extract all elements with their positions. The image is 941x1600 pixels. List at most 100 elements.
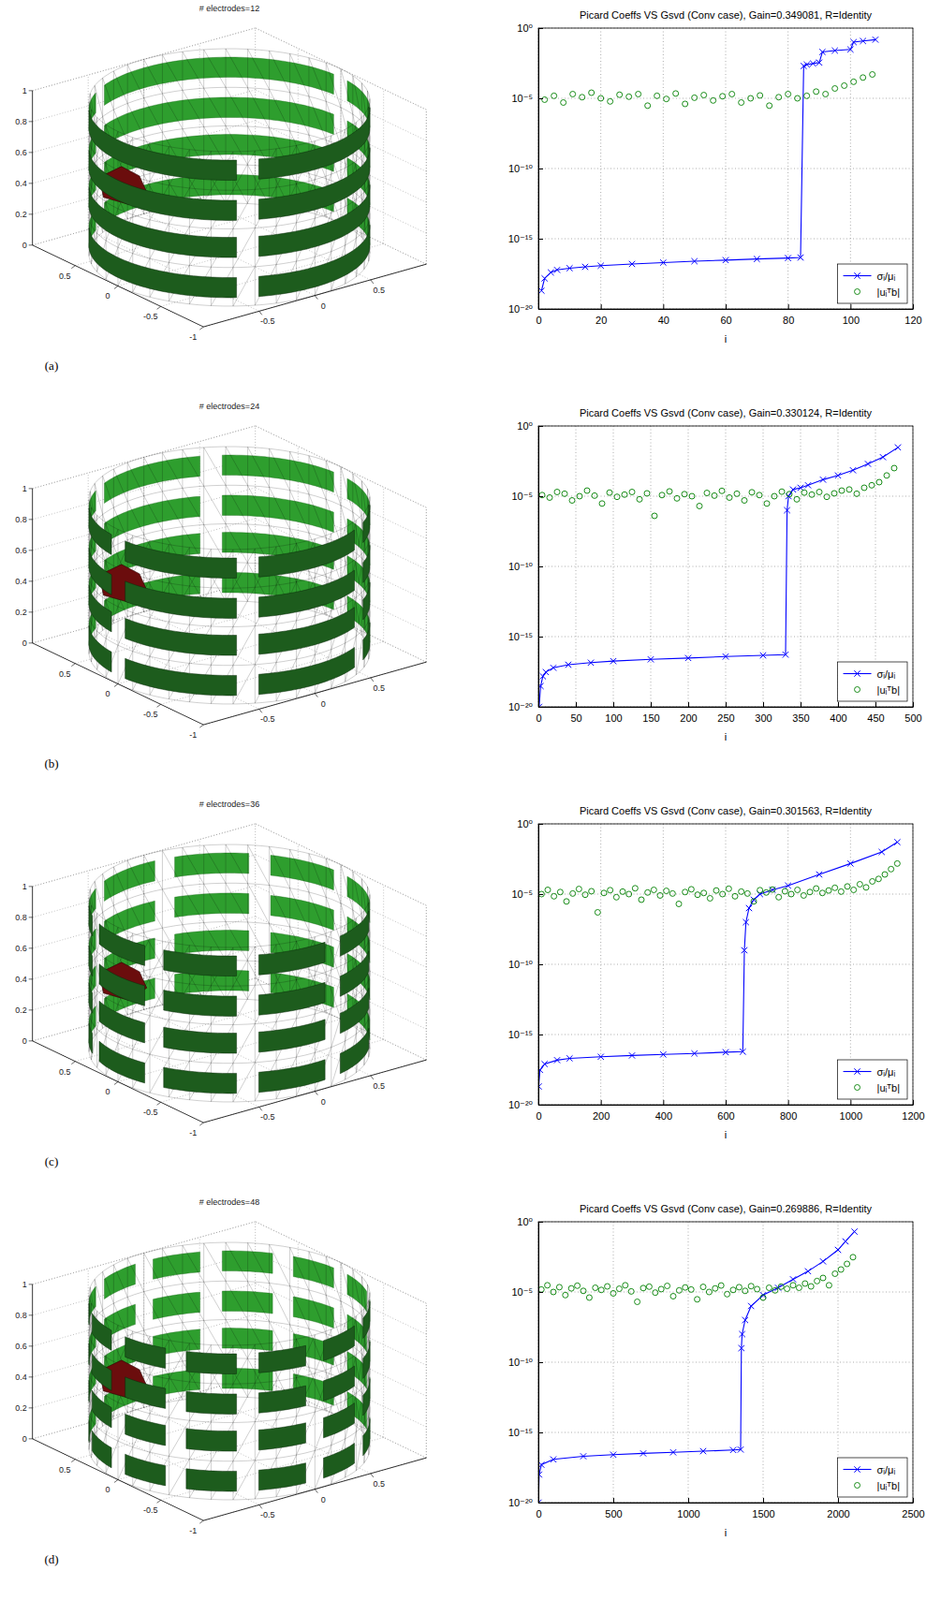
marker <box>861 485 868 491</box>
marker <box>876 479 883 486</box>
tick-label: 10⁻⁵ <box>511 92 533 104</box>
marker <box>842 1238 849 1245</box>
marker <box>804 92 810 99</box>
chart-title: Picard Coeffs VS Gsvd (Conv case), Gain=… <box>579 805 873 817</box>
marker <box>831 47 838 54</box>
marker <box>718 1282 724 1289</box>
electrode <box>186 1351 237 1374</box>
legend-label: σᵢ/μᵢ <box>877 270 897 282</box>
tick: 10⁻¹⁰ <box>508 162 544 175</box>
marker <box>588 888 595 895</box>
marker <box>788 891 794 897</box>
electrodes-front <box>88 1301 370 1492</box>
tick-label: 1 <box>22 882 28 892</box>
tick-mark <box>538 1292 544 1294</box>
marker <box>691 94 698 101</box>
grid-line <box>88 870 89 1026</box>
tick-label: 2000 <box>826 1508 850 1520</box>
tick: 10⁻²⁰ <box>508 1497 544 1509</box>
electrode <box>88 1420 90 1442</box>
tick-label: 0.8 <box>14 514 28 525</box>
electrode-back <box>175 930 250 956</box>
electrode <box>258 941 325 975</box>
mesh-panel: -0.500.5-1-0.500.500.20.40.60.81# electr… <box>14 1197 427 1567</box>
tick: 10⁻¹⁵ <box>508 233 544 245</box>
marker <box>772 1287 779 1294</box>
tick-label: -0.5 <box>143 311 159 322</box>
marker <box>742 1288 749 1294</box>
electrode-back <box>152 1251 200 1280</box>
tick-mark <box>538 964 544 966</box>
marker <box>554 488 560 495</box>
tick: 300 <box>754 702 772 724</box>
grid-line <box>426 109 427 265</box>
marker <box>688 886 694 893</box>
tick: 350 <box>792 702 809 724</box>
tick-label: 10⁻¹⁵ <box>508 631 533 643</box>
grid-line <box>538 168 913 170</box>
mesh-panel: -0.500.5-1-0.500.500.20.40.60.81# electr… <box>14 3 427 373</box>
tick-label: 1500 <box>751 1508 775 1520</box>
marker <box>825 887 832 894</box>
legend-box <box>838 661 908 702</box>
marker <box>550 1289 557 1295</box>
tick-label: 40 <box>658 314 670 326</box>
marker <box>546 494 553 500</box>
marker <box>888 866 895 872</box>
marker <box>647 656 654 662</box>
marker <box>619 888 626 895</box>
electrode <box>88 905 93 936</box>
tick-label: 10⁻¹⁰ <box>508 958 534 971</box>
x-axis-line <box>203 1059 427 1123</box>
electrode <box>363 582 370 620</box>
legend: σᵢ/μᵢ|uᵢᵀb| <box>838 1457 908 1498</box>
series <box>538 860 900 915</box>
marker <box>809 60 816 67</box>
tick-label: 10⁻¹⁰ <box>508 560 534 573</box>
tick-mark <box>157 1102 162 1105</box>
marker <box>561 490 568 497</box>
tick: 2500 <box>901 1498 925 1520</box>
tick: 150 <box>642 702 660 724</box>
electrode-back <box>221 495 334 533</box>
tick-mark <box>613 1498 615 1503</box>
marker <box>786 491 793 498</box>
marker <box>738 100 745 106</box>
tick-mark <box>763 702 765 707</box>
tick-mark <box>199 724 204 728</box>
marker <box>629 1052 635 1059</box>
legend-label: σᵢ/μᵢ <box>877 1066 897 1078</box>
tick: 10⁻¹⁰ <box>508 1356 544 1368</box>
marker <box>813 885 820 892</box>
tick-mark <box>538 894 544 896</box>
panel-letter: (b) <box>44 756 59 771</box>
marker <box>882 871 888 878</box>
marker <box>875 876 882 883</box>
figure: -0.500.5-1-0.500.500.20.40.60.81# electr… <box>0 0 941 1592</box>
electrode-back <box>103 1264 135 1299</box>
legend-marker <box>853 1466 860 1472</box>
tick-label: 0 <box>104 1485 110 1495</box>
tick: 500 <box>904 702 922 724</box>
tick-label: 0.5 <box>58 271 72 281</box>
tick-mark <box>71 1459 75 1463</box>
marker <box>588 89 595 96</box>
grid <box>32 426 427 725</box>
tick-label: 10⁻¹⁰ <box>508 162 534 175</box>
tick-label: 10⁻¹⁵ <box>508 1029 533 1041</box>
marker <box>763 889 769 896</box>
marker <box>542 96 548 103</box>
x-axis-title: i <box>724 1527 727 1539</box>
electrode <box>363 622 370 661</box>
marker <box>570 890 576 897</box>
marker <box>725 885 732 892</box>
tick-mark <box>650 702 652 707</box>
electrode <box>363 505 370 544</box>
marker <box>550 664 557 671</box>
marker <box>670 1449 677 1456</box>
marker <box>757 92 764 99</box>
axis-line <box>539 1104 914 1106</box>
tick-label: -0.5 <box>260 714 276 724</box>
electrode-back <box>103 496 200 544</box>
axes: -0.500.5-1-0.500.500.20.40.60.81 <box>14 882 427 1138</box>
